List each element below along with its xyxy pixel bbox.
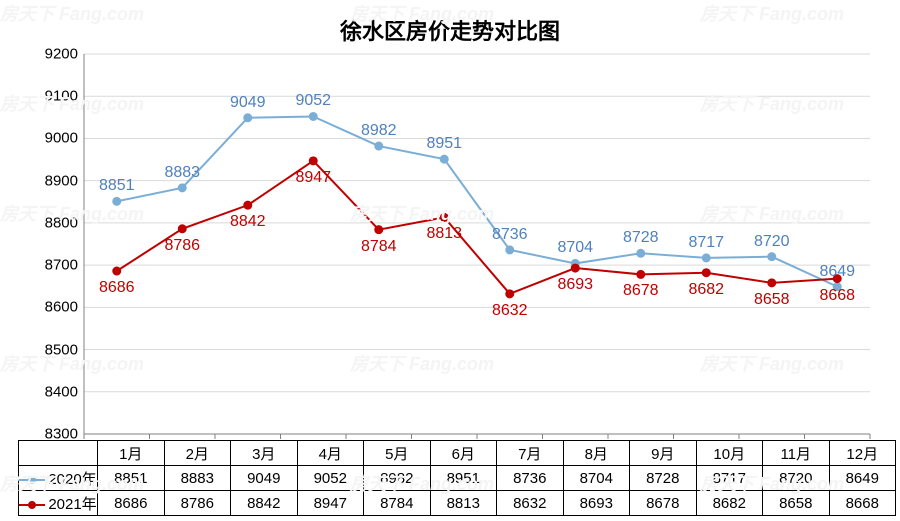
table-cell: 8686 bbox=[98, 491, 165, 516]
table-corner bbox=[19, 441, 98, 466]
month-header: 12月 bbox=[829, 441, 896, 466]
series-marker bbox=[309, 112, 317, 120]
legend-cell: 2020年 bbox=[19, 466, 98, 491]
series-marker bbox=[178, 184, 186, 192]
table-cell: 8786 bbox=[164, 491, 231, 516]
table-cell: 8784 bbox=[364, 491, 431, 516]
y-tick-label: 9000 bbox=[45, 130, 84, 147]
y-tick-label: 8400 bbox=[45, 383, 84, 400]
y-tick-label: 8500 bbox=[45, 341, 84, 358]
table-cell: 8851 bbox=[98, 466, 165, 491]
chart-title: 徐水区房价走势对比图 bbox=[0, 14, 900, 46]
series-marker bbox=[440, 213, 448, 221]
series-marker bbox=[702, 254, 710, 262]
series-marker bbox=[506, 246, 514, 254]
y-tick-label: 9100 bbox=[45, 88, 84, 105]
data-label: 8668 bbox=[819, 287, 855, 305]
data-label: 9049 bbox=[230, 94, 266, 112]
table-cell: 8658 bbox=[763, 491, 830, 516]
chart-container: 徐水区房价走势对比图 83008400850086008700880089009… bbox=[0, 0, 900, 521]
series-marker bbox=[113, 197, 121, 205]
data-label: 8842 bbox=[230, 213, 266, 231]
series-marker bbox=[244, 114, 252, 122]
y-tick-label: 8700 bbox=[45, 257, 84, 274]
month-header: 9月 bbox=[630, 441, 697, 466]
month-header: 5月 bbox=[364, 441, 431, 466]
series-marker bbox=[637, 270, 645, 278]
month-header: 2月 bbox=[164, 441, 231, 466]
month-header: 8月 bbox=[563, 441, 630, 466]
data-label: 8883 bbox=[164, 164, 200, 182]
table-cell: 8678 bbox=[630, 491, 697, 516]
data-label: 8736 bbox=[492, 226, 528, 244]
series-marker bbox=[768, 253, 776, 261]
series-marker bbox=[506, 290, 514, 298]
data-label: 8728 bbox=[623, 229, 659, 247]
series-marker bbox=[702, 269, 710, 277]
data-label: 8649 bbox=[819, 263, 855, 281]
data-label: 8717 bbox=[688, 234, 724, 252]
plot-svg bbox=[84, 54, 870, 434]
table-cell: 8813 bbox=[430, 491, 497, 516]
table-cell: 9049 bbox=[231, 466, 298, 491]
table-cell: 8717 bbox=[696, 466, 763, 491]
series-marker bbox=[440, 155, 448, 163]
data-table: 1月2月3月4月5月6月7月8月9月10月11月12月 2020年88518883… bbox=[18, 440, 896, 516]
month-header: 1月 bbox=[98, 441, 165, 466]
series-marker bbox=[768, 279, 776, 287]
series-marker bbox=[375, 142, 383, 150]
data-label: 8786 bbox=[164, 237, 200, 255]
table-cell: 8693 bbox=[563, 491, 630, 516]
data-label: 8686 bbox=[99, 279, 135, 297]
data-label: 8982 bbox=[361, 122, 397, 140]
table-cell: 8682 bbox=[696, 491, 763, 516]
data-label: 9052 bbox=[295, 92, 331, 110]
table-cell: 8982 bbox=[364, 466, 431, 491]
series-marker bbox=[571, 264, 579, 272]
plot-area: 8300840085008600870088008900900091009200… bbox=[84, 54, 870, 434]
data-label: 8813 bbox=[426, 225, 462, 243]
table-cell: 8704 bbox=[563, 466, 630, 491]
data-label: 8704 bbox=[557, 239, 593, 257]
series-line-0 bbox=[117, 116, 838, 286]
table-cell: 8842 bbox=[231, 491, 298, 516]
data-label: 8658 bbox=[754, 291, 790, 309]
data-label: 8632 bbox=[492, 302, 528, 320]
y-tick-label: 9200 bbox=[45, 46, 84, 63]
table-cell: 8720 bbox=[763, 466, 830, 491]
legend-cell: 2021年 bbox=[19, 491, 98, 516]
table-cell: 8883 bbox=[164, 466, 231, 491]
data-label: 8693 bbox=[557, 276, 593, 294]
series-marker bbox=[244, 201, 252, 209]
data-label: 8720 bbox=[754, 233, 790, 251]
data-label: 8678 bbox=[623, 282, 659, 300]
data-label: 8784 bbox=[361, 238, 397, 256]
y-tick-label: 8900 bbox=[45, 172, 84, 189]
table-cell: 8947 bbox=[297, 491, 364, 516]
table-cell: 9052 bbox=[297, 466, 364, 491]
series-marker bbox=[178, 225, 186, 233]
data-label: 8851 bbox=[99, 177, 135, 195]
data-label: 8682 bbox=[688, 281, 724, 299]
month-header: 7月 bbox=[497, 441, 564, 466]
series-marker bbox=[637, 249, 645, 257]
series-marker bbox=[375, 226, 383, 234]
month-header: 4月 bbox=[297, 441, 364, 466]
y-tick-label: 8800 bbox=[45, 214, 84, 231]
data-label: 8947 bbox=[295, 169, 331, 187]
table-cell: 8632 bbox=[497, 491, 564, 516]
table-cell: 8668 bbox=[829, 491, 896, 516]
month-header: 11月 bbox=[763, 441, 830, 466]
month-header: 6月 bbox=[430, 441, 497, 466]
table-cell: 8728 bbox=[630, 466, 697, 491]
series-marker bbox=[113, 267, 121, 275]
table-cell: 8649 bbox=[829, 466, 896, 491]
series-marker bbox=[309, 157, 317, 165]
table-cell: 8736 bbox=[497, 466, 564, 491]
y-tick-label: 8600 bbox=[45, 299, 84, 316]
month-header: 10月 bbox=[696, 441, 763, 466]
month-header: 3月 bbox=[231, 441, 298, 466]
table-cell: 8951 bbox=[430, 466, 497, 491]
data-label: 8951 bbox=[426, 135, 462, 153]
